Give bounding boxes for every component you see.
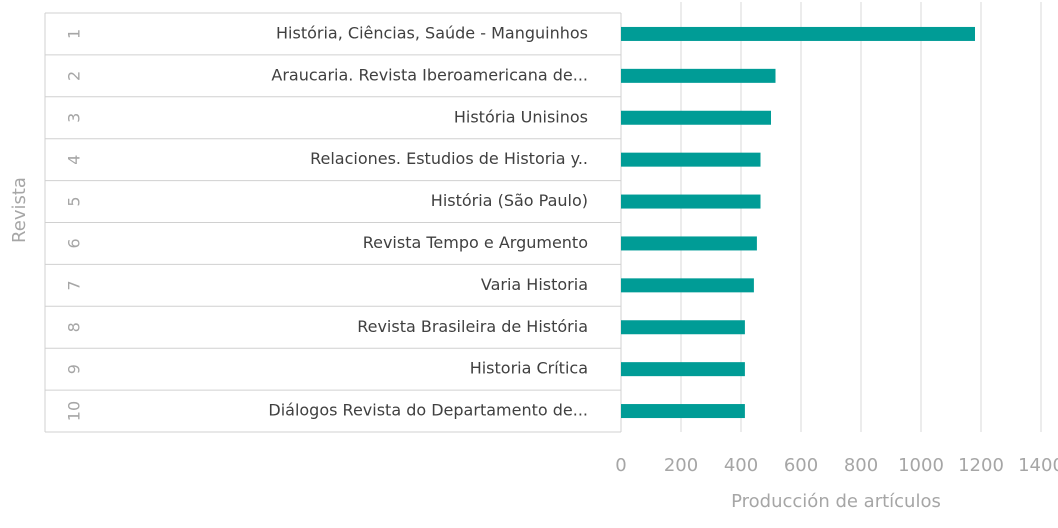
bar — [621, 26, 975, 41]
rank-label: 6 — [65, 238, 84, 248]
y-tick-label: História (São Paulo) — [431, 191, 588, 210]
y-tick-label: História Unisinos — [454, 107, 588, 126]
y-tick-label: Diálogos Revista do Departamento de... — [268, 401, 588, 420]
rank-label: 7 — [65, 280, 84, 290]
y-tick-label: Varia Historia — [481, 275, 588, 294]
y-tick-label: Relaciones. Estudios de Historia y.. — [310, 149, 588, 168]
rank-label: 9 — [65, 364, 84, 374]
bar — [621, 194, 761, 209]
rank-label: 10 — [65, 401, 84, 421]
x-tick-label: 600 — [784, 455, 818, 476]
bar — [621, 152, 761, 167]
y-tick-label: Revista Tempo e Argumento — [363, 233, 588, 252]
x-tick-label: 0 — [615, 455, 626, 476]
x-tick-label: 200 — [664, 455, 698, 476]
x-tick-label: 1200 — [958, 455, 1004, 476]
x-tick-label: 1400 — [1018, 455, 1058, 476]
rank-label: 2 — [65, 71, 84, 81]
rank-label: 8 — [65, 322, 84, 332]
bar — [621, 362, 745, 377]
x-tick-label: 400 — [724, 455, 758, 476]
rank-label: 1 — [65, 29, 84, 39]
y-tick-label: Revista Brasileira de História — [357, 317, 588, 336]
bar — [621, 110, 771, 125]
rank-label: 4 — [65, 155, 84, 165]
x-tick-label: 800 — [844, 455, 878, 476]
y-tick-label: Araucaria. Revista Iberoamericana de... — [271, 65, 588, 84]
x-axis-title: Producción de artículos — [731, 491, 941, 512]
bar — [621, 404, 745, 419]
rank-label: 3 — [65, 113, 84, 123]
bar — [621, 278, 754, 293]
rank-label: 5 — [65, 196, 84, 206]
bar — [621, 236, 757, 251]
bar — [621, 320, 745, 335]
x-tick-label: 1000 — [898, 455, 944, 476]
y-tick-label: Historia Crítica — [470, 359, 588, 378]
bar — [621, 68, 776, 83]
y-tick-label: História, Ciências, Saúde - Manguinhos — [276, 23, 588, 42]
y-axis-title: Revista — [9, 177, 30, 243]
